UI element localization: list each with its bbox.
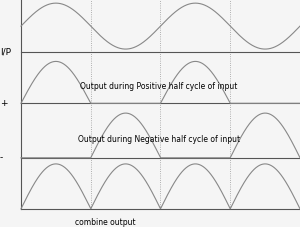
- Text: Output during Positive half cycle of input: Output during Positive half cycle of inp…: [80, 82, 238, 91]
- Text: combine output: combine output: [75, 218, 135, 227]
- Text: Output during Negative half cycle of input: Output during Negative half cycle of inp…: [78, 135, 240, 144]
- Text: -: -: [0, 153, 3, 162]
- Text: I/P: I/P: [0, 48, 11, 57]
- Text: +: +: [0, 99, 8, 108]
